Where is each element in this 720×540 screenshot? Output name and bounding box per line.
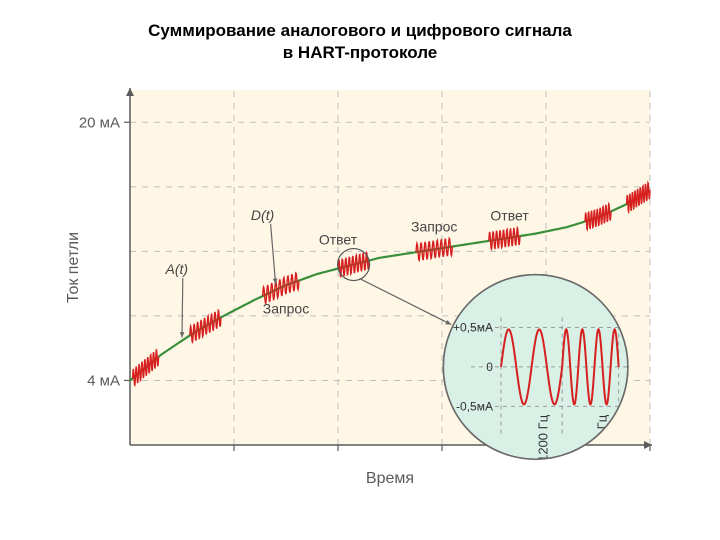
title-line-2: в HART-протоколе xyxy=(283,43,438,62)
hart-signal-chart: 4 мА 20 мА Ток петли Время A(t) D(t) Запрос Отв… xyxy=(60,80,660,500)
svg-text:A(t): A(t) xyxy=(165,261,189,277)
chart-container: 4 мА 20 мА Ток петли Время A(t) D(t) Запрос Отв… xyxy=(60,80,660,500)
svg-text:Ответ: Ответ xyxy=(319,232,358,248)
title-line-1: Суммирование аналогового и цифрового сиг… xyxy=(148,21,572,40)
svg-text:1200 Гц: 1200 Гц xyxy=(536,414,551,462)
svg-text:Время: Время xyxy=(366,470,414,487)
svg-text:Ответ: Ответ xyxy=(490,207,529,223)
svg-text:D(t): D(t) xyxy=(251,207,274,223)
svg-text:20 мА: 20 мА xyxy=(79,114,120,131)
svg-text:-0,5мА: -0,5мА xyxy=(456,399,493,413)
svg-text:Запрос: Запрос xyxy=(263,301,309,317)
svg-text:Запрос: Запрос xyxy=(411,218,457,234)
svg-text:+0,5мА: +0,5мА xyxy=(453,320,493,334)
svg-text:4 мА: 4 мА xyxy=(87,372,120,389)
page-title: Суммирование аналогового и цифрового сиг… xyxy=(0,20,720,64)
svg-text:Ток петли: Ток петли xyxy=(65,232,82,303)
svg-text:0: 0 xyxy=(486,360,493,374)
